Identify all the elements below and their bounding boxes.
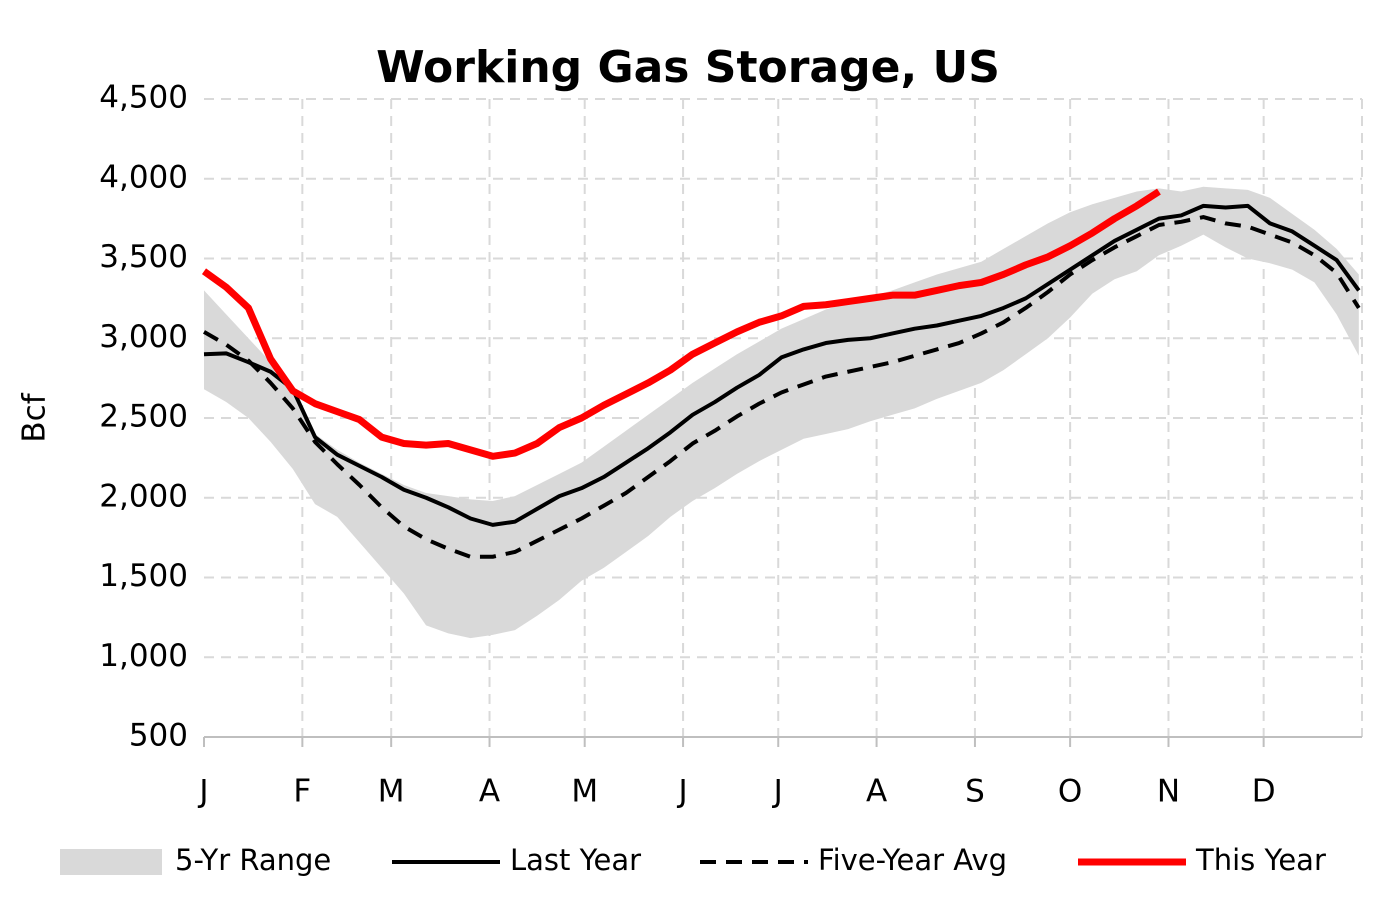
legend-label: This Year	[1195, 843, 1326, 877]
legend-label: Five-Year Avg	[818, 843, 1007, 877]
y-tick-label: 2,500	[99, 399, 188, 435]
x-tick-label: F	[293, 774, 311, 810]
x-tick-label: S	[965, 774, 985, 810]
legend-label: Last Year	[510, 843, 641, 877]
y-tick-label: 4,500	[99, 80, 188, 116]
y-tick-label: 3,000	[99, 319, 188, 355]
x-tick-label: J	[676, 774, 687, 810]
x-tick-label: A	[479, 774, 500, 810]
y-tick-label: 1,500	[99, 558, 188, 594]
y-tick-label: 500	[129, 718, 188, 754]
legend-swatch	[60, 849, 162, 875]
x-tick-label: O	[1058, 774, 1082, 810]
range-band	[204, 186, 1359, 639]
series-line	[203, 215, 1361, 559]
x-tick-label: A	[866, 774, 887, 810]
series-line	[203, 203, 1361, 527]
x-tick-label: M	[378, 774, 405, 810]
y-tick-label: 4,000	[99, 159, 188, 195]
y-tick-label: 1,000	[99, 638, 188, 674]
x-tick-label: D	[1252, 774, 1276, 810]
legend-label: 5-Yr Range	[175, 843, 331, 877]
x-tick-label: J	[197, 774, 208, 810]
y-tick-label: 2,000	[99, 478, 188, 514]
y-tick-label: 3,500	[99, 239, 188, 275]
x-tick-label: N	[1157, 774, 1180, 810]
x-tick-label: M	[571, 774, 598, 810]
chart-title: Working Gas Storage, US	[376, 42, 1000, 93]
x-tick-label: J	[772, 774, 783, 810]
series-line	[201, 188, 1161, 460]
y-axis-label: Bcf	[17, 392, 53, 442]
